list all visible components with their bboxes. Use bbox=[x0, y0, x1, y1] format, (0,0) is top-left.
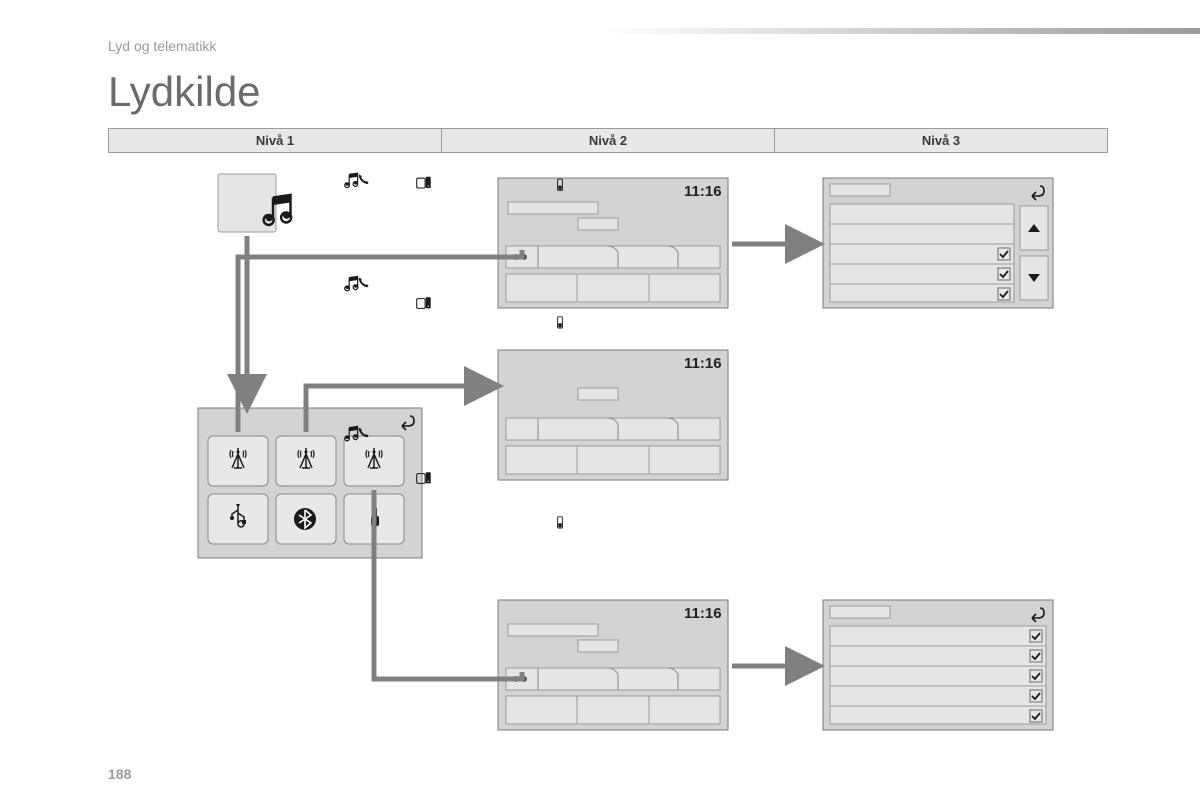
page-number: 188 bbox=[108, 766, 131, 782]
check-icon[interactable] bbox=[1030, 630, 1042, 642]
clock: 11:16 bbox=[684, 183, 722, 200]
check-icon[interactable] bbox=[1030, 670, 1042, 682]
level-header-2: Nivå 2 bbox=[442, 128, 775, 153]
clock: 11:16 bbox=[684, 605, 722, 622]
battery-icon bbox=[558, 517, 563, 528]
bluetooth-icon bbox=[294, 508, 316, 530]
music-note-icon bbox=[345, 276, 358, 290]
level-header-1: Nivå 1 bbox=[108, 128, 442, 153]
check-icon[interactable] bbox=[1030, 650, 1042, 662]
phone-icon bbox=[359, 174, 369, 184]
device-icon bbox=[417, 297, 431, 308]
battery-icon bbox=[558, 317, 563, 328]
check-icon[interactable] bbox=[1030, 710, 1042, 722]
source-panel bbox=[198, 408, 422, 558]
header-gradient-bar bbox=[600, 28, 1200, 34]
clock: 11:16 bbox=[684, 355, 722, 372]
page-title: Lydkilde bbox=[108, 68, 261, 116]
check-icon[interactable] bbox=[1030, 690, 1042, 702]
flow-diagram: 11:16 11:16 11:16 bbox=[108, 160, 1108, 760]
list-a bbox=[823, 178, 1053, 308]
check-icon[interactable] bbox=[998, 268, 1010, 280]
level-header-3: Nivå 3 bbox=[775, 128, 1108, 153]
list-c bbox=[823, 600, 1053, 730]
level-header-row: Nivå 1 Nivå 2 Nivå 3 bbox=[108, 128, 1108, 153]
check-icon[interactable] bbox=[998, 288, 1010, 300]
music-tile[interactable] bbox=[218, 174, 291, 232]
arrow-to-screen-a bbox=[238, 257, 502, 432]
check-icon[interactable] bbox=[998, 248, 1010, 260]
breadcrumb: Lyd og telematikk bbox=[108, 38, 216, 54]
device-icon bbox=[417, 177, 431, 188]
music-note-icon bbox=[345, 173, 358, 187]
phone-icon bbox=[359, 278, 369, 288]
screen-a: 11:16 bbox=[345, 173, 728, 308]
